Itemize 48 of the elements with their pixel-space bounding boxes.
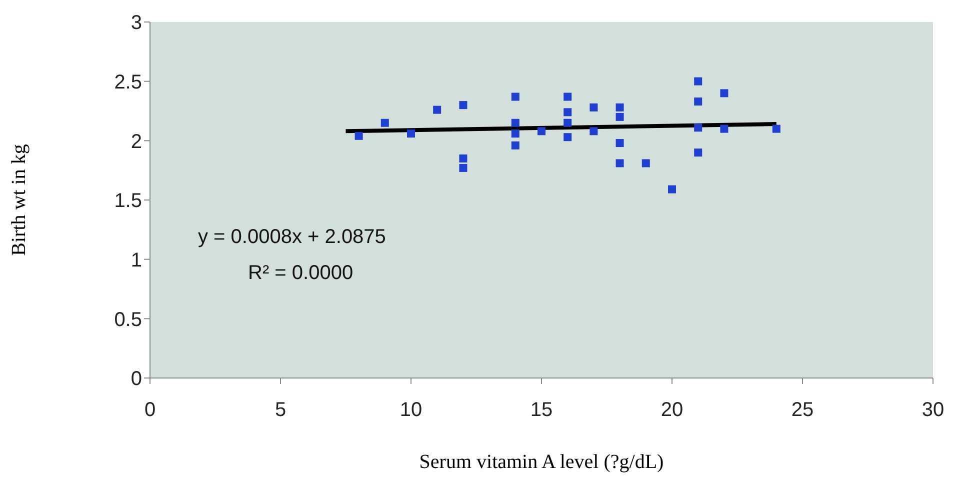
point	[616, 103, 624, 112]
y-tick-label: 0	[130, 368, 142, 390]
y-tick-label: 2.5	[114, 71, 142, 94]
x-tick-label: 10	[400, 399, 422, 422]
x-tick-label: 5	[274, 399, 286, 422]
point	[590, 103, 598, 112]
point	[616, 112, 624, 121]
x-tick-label: 15	[530, 399, 553, 422]
y-tick-label: 1	[130, 249, 142, 272]
point	[590, 127, 598, 136]
point	[564, 133, 572, 142]
point	[511, 92, 520, 101]
point	[694, 124, 702, 132]
x-tick-label: 20	[660, 399, 684, 422]
point	[511, 118, 520, 127]
point	[564, 108, 572, 116]
x-tick-label: 30	[922, 399, 944, 422]
point	[564, 118, 572, 127]
point	[720, 124, 728, 133]
y-tick-label: 2	[130, 130, 142, 153]
point	[720, 89, 728, 98]
point	[642, 159, 650, 168]
annotation: R² = 0.0000	[248, 262, 354, 285]
y-tick-label: 3	[130, 12, 142, 34]
x-tick-label: 25	[791, 399, 814, 422]
point	[433, 106, 442, 114]
y-axis-title: Birth wt in kg	[8, 144, 30, 256]
annotation: y = 0.0008x + 2.0875	[198, 226, 386, 249]
point	[511, 141, 520, 150]
point	[668, 185, 676, 194]
point	[694, 98, 702, 106]
point	[616, 139, 624, 148]
point	[459, 154, 468, 162]
x-axis-title: Serum vitamin A level (?g/dL)	[419, 451, 664, 473]
point	[407, 130, 415, 138]
point	[772, 124, 780, 133]
point	[694, 148, 702, 157]
point	[380, 118, 389, 127]
point	[459, 164, 468, 172]
point	[538, 127, 546, 136]
point	[564, 92, 572, 101]
y-tick-label: 0.5	[114, 308, 142, 331]
point	[511, 130, 520, 138]
point	[459, 101, 468, 110]
point	[354, 132, 363, 140]
point	[616, 159, 624, 168]
y-tick-label: 1.5	[114, 190, 142, 212]
point	[694, 77, 702, 86]
